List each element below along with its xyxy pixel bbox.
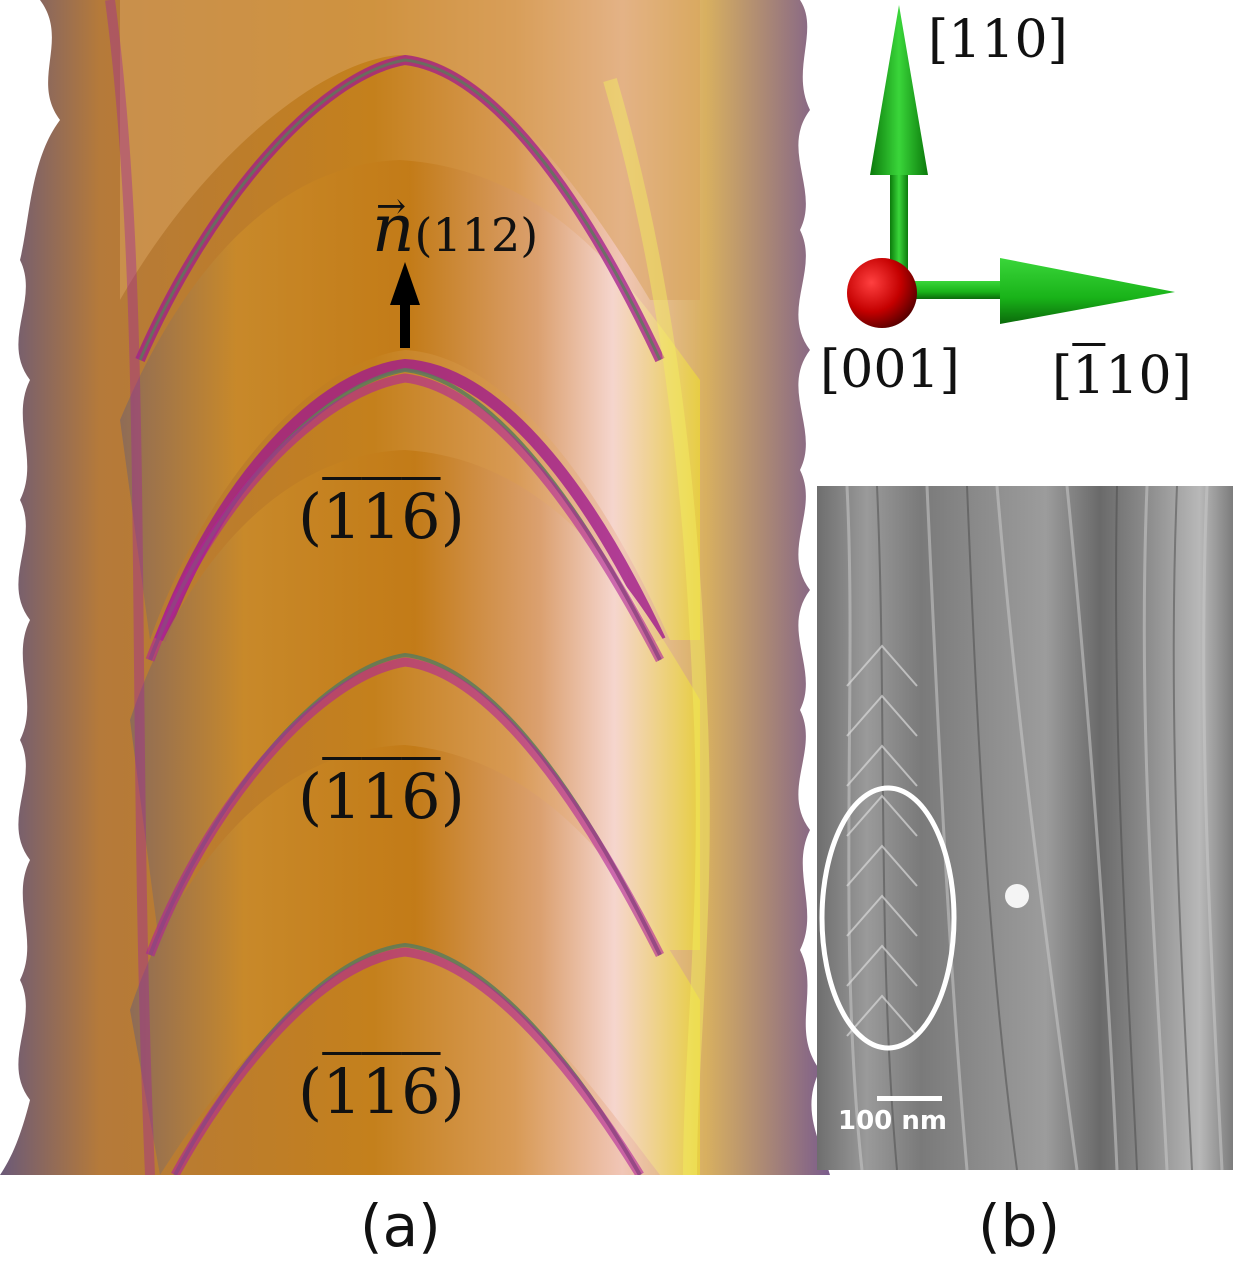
right-arrow-shaft (900, 281, 1010, 299)
facet-label-2: (116) (298, 760, 465, 833)
up-arrow-head-icon (870, 5, 928, 175)
bright-particle (1005, 884, 1029, 908)
crystal-axes-diagram (847, 5, 1175, 328)
out-of-plane-sphere-icon (847, 258, 917, 328)
panel-a-caption: (a) (360, 1192, 441, 1260)
sem-micrograph (817, 486, 1233, 1170)
right-arrow-head-icon (1000, 258, 1175, 324)
panel-b-caption: (b) (978, 1192, 1061, 1260)
normal-arrowhead-icon (390, 262, 420, 305)
highlight-ellipse (819, 785, 957, 1051)
scale-bar-label: 100 nm (838, 1106, 947, 1136)
surface-rendering (0, 0, 830, 1175)
axis-label-001: [001] (820, 340, 960, 400)
axis-label-110: [110] (928, 10, 1068, 70)
scale-bar (877, 1096, 942, 1101)
up-arrow-shaft (890, 170, 908, 290)
vector-arrow-icon: → (376, 186, 407, 227)
facet-label-1: (116) (298, 480, 465, 553)
facet-label-3: (116) (298, 1055, 465, 1128)
surface-normal-label: → n (112) (372, 186, 539, 267)
axis-label-bar1-10: [110] (1052, 346, 1192, 406)
